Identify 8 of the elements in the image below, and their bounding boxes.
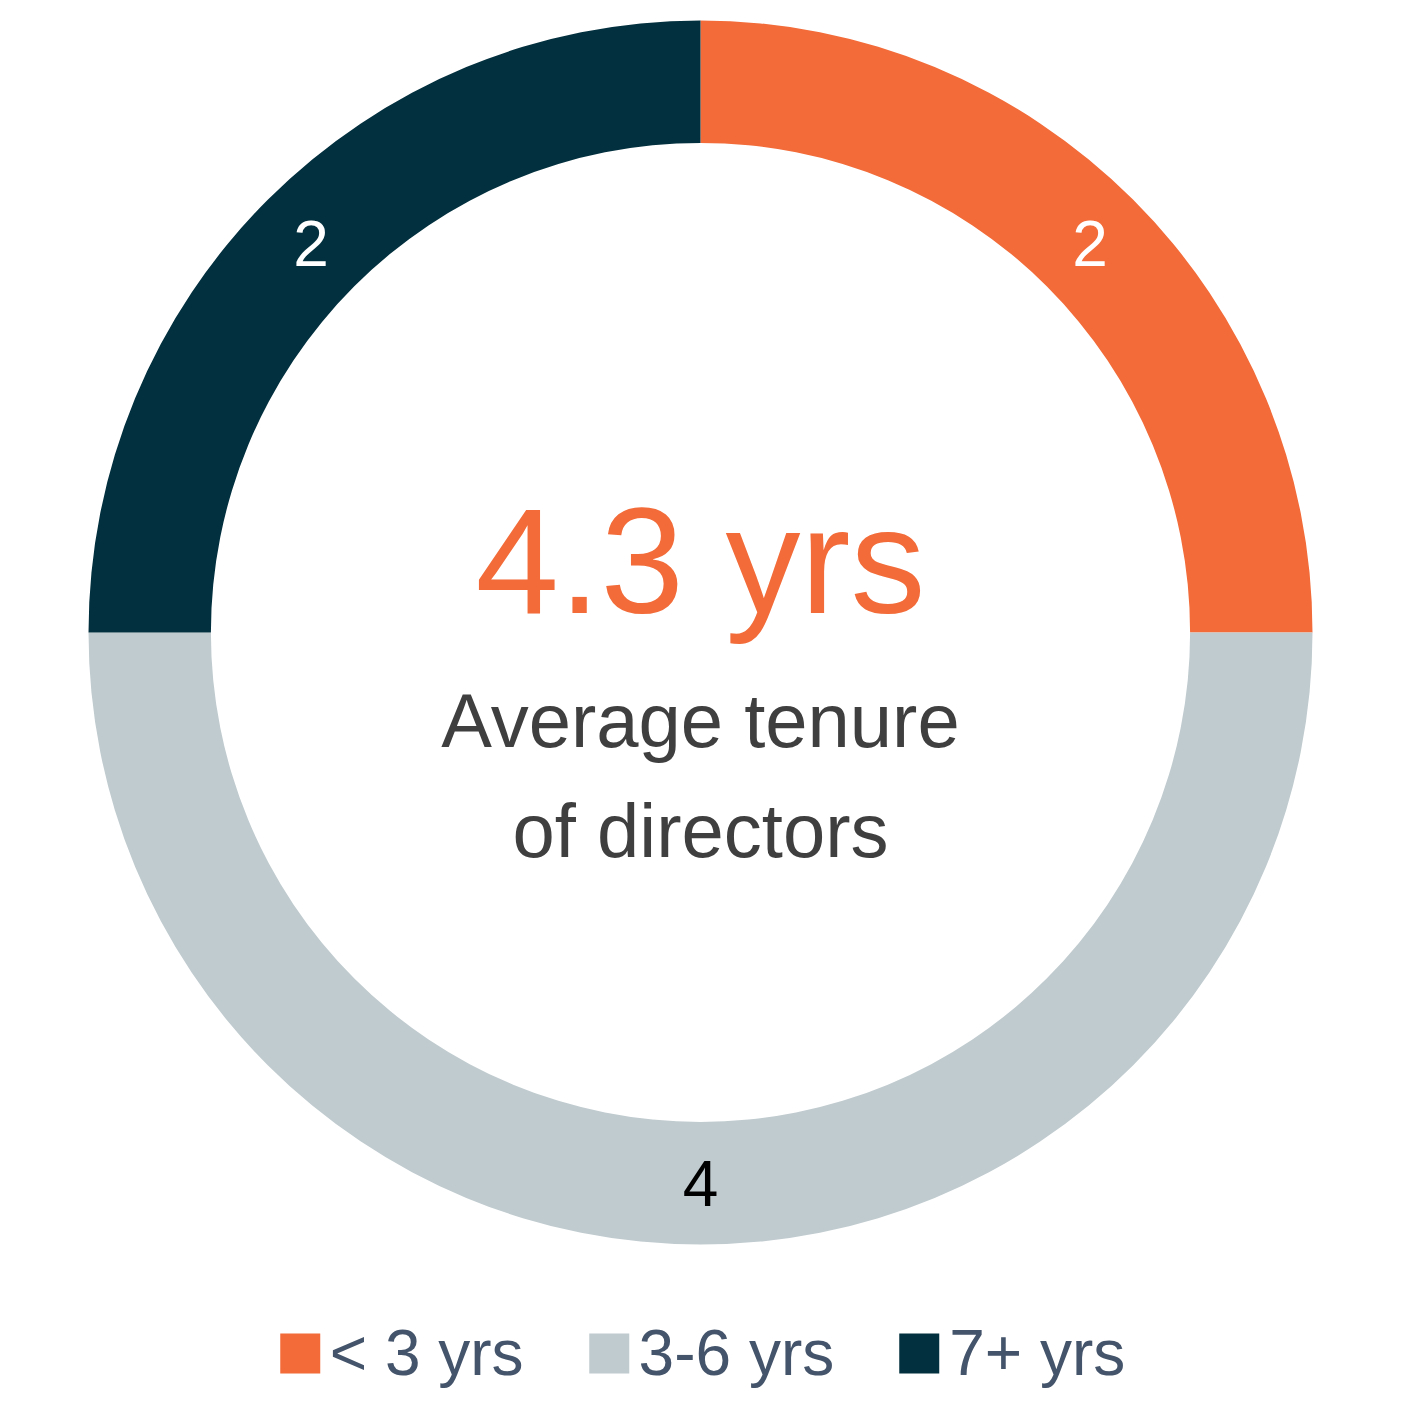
data-label: 2	[1072, 207, 1108, 280]
legend-label: 3-6 yrs	[638, 1316, 835, 1390]
text: Average tenure of directors	[441, 678, 960, 873]
legend-label: < 3 yrs	[329, 1316, 524, 1390]
legend-label: 7+ yrs	[949, 1316, 1126, 1390]
text: 4.3 yrs	[475, 476, 926, 645]
data-label: 4	[682, 1147, 719, 1220]
data-label: 2	[293, 207, 329, 280]
